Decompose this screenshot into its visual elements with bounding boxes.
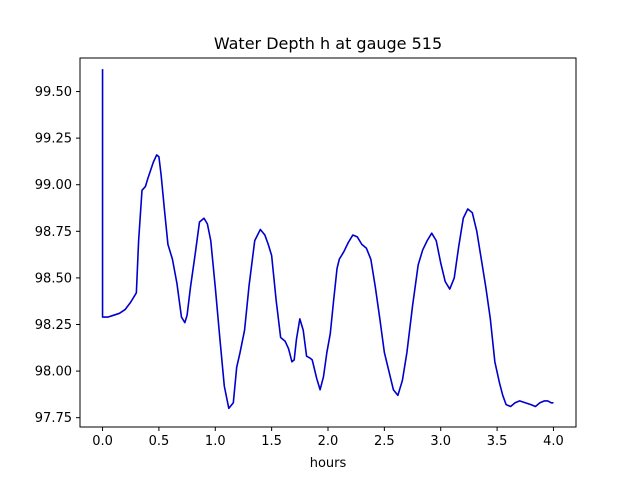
y-tick-label: 98.75 <box>35 225 72 240</box>
x-tick-label: 4.0 <box>543 434 564 449</box>
x-axis-ticks: 0.0 0.5 1.0 1.5 2.0 2.5 3.0 3.5 4.0 <box>92 427 564 449</box>
x-tick-label: 1.0 <box>205 434 226 449</box>
x-tick-label: 0.5 <box>149 434 170 449</box>
y-tick-label: 99.50 <box>35 85 72 100</box>
x-tick-label: 3.0 <box>430 434 451 449</box>
y-axis-ticks: 97.75 98.00 98.25 98.50 98.75 99.00 99.25 99.50 <box>35 85 80 426</box>
chart-title: Water Depth h at gauge 515 <box>214 34 442 53</box>
x-tick-label: 3.5 <box>487 434 508 449</box>
y-tick-label: 99.25 <box>35 132 72 147</box>
y-tick-label: 98.25 <box>35 318 72 333</box>
x-axis-label: hours <box>310 456 347 471</box>
plot-area-frame <box>79 57 577 428</box>
y-tick-label: 98.50 <box>35 271 72 286</box>
series-layer <box>101 69 554 410</box>
x-tick-label: 1.5 <box>261 434 282 449</box>
x-tick-label: 2.0 <box>318 434 339 449</box>
y-tick-label: 99.00 <box>35 178 72 193</box>
x-tick-label: 0.0 <box>92 434 113 449</box>
x-tick-label: 2.5 <box>374 434 395 449</box>
y-tick-label: 97.75 <box>35 411 72 426</box>
water-depth-line <box>101 69 554 410</box>
y-tick-label: 98.00 <box>35 365 72 380</box>
